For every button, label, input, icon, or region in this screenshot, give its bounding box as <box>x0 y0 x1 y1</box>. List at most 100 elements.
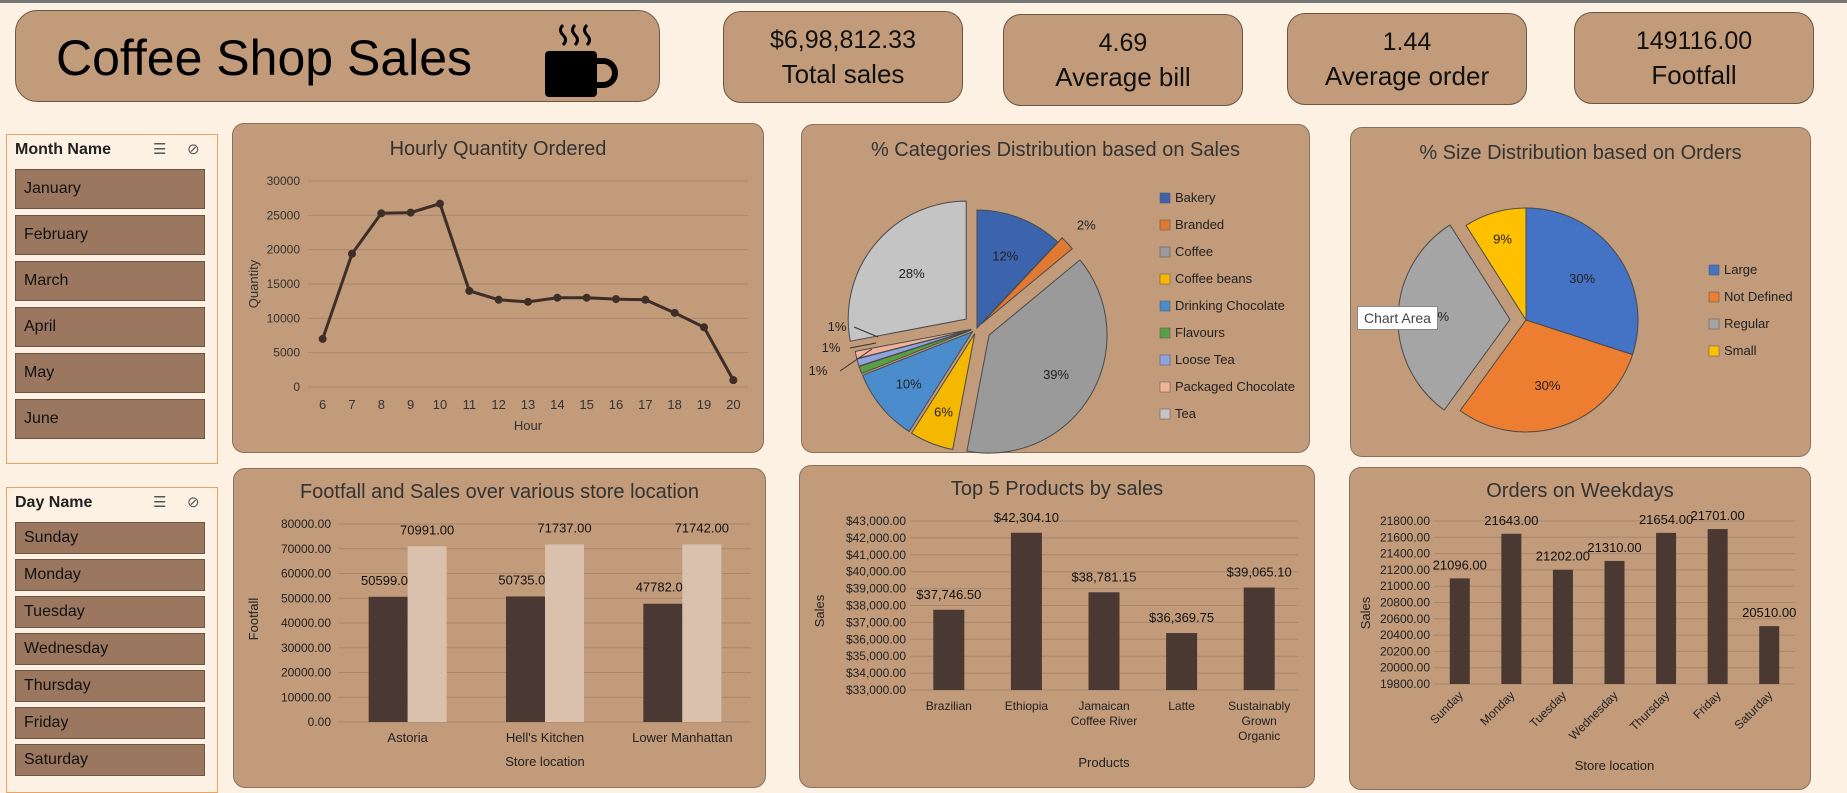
slice-label: 12% <box>992 249 1018 264</box>
kpi-value: 4.69 <box>1098 29 1148 57</box>
chart-title: % Size Distribution based on Orders <box>1419 142 1742 164</box>
bar <box>506 596 545 722</box>
bar-chart: 19800.00 20000.00 20200.00 20400.00 20600.00… <box>1358 508 1796 773</box>
chart-top-products[interactable]: Top 5 Products by sales $33,000.00 $34,00… <box>799 465 1315 788</box>
slice-label: 39% <box>1043 367 1069 382</box>
y-tick-label: 25000 <box>267 208 301 222</box>
slice-label: 1% <box>822 340 841 355</box>
slice-label: 30% <box>1569 271 1595 286</box>
bar <box>1759 626 1780 684</box>
slicer-item-friday[interactable]: Friday <box>15 707 205 739</box>
x-tick-label: Jamaican Coffee River <box>1071 699 1137 728</box>
slicer-item-monday[interactable]: Monday <box>15 559 205 591</box>
bar <box>1166 633 1198 690</box>
slicer-item-wednesday[interactable]: Wednesday <box>15 633 205 665</box>
legend-label: Coffee beans <box>1175 271 1253 286</box>
multi-select-icon[interactable]: ☰ <box>153 494 167 511</box>
x-tick-label: 20 <box>726 397 740 412</box>
leader-line <box>849 342 877 349</box>
y-tick-label: 20000.00 <box>281 666 331 680</box>
y-tick-label: 10000 <box>267 311 301 325</box>
y-tick-label: 50000.00 <box>281 591 331 605</box>
slicer-item-june[interactable]: June <box>15 399 205 439</box>
slicer-item-february[interactable]: February <box>15 215 205 255</box>
clear-filter-icon[interactable]: ⊘ <box>187 494 200 511</box>
y-tick-label: 15000 <box>267 277 301 291</box>
slicer-item-saturday[interactable]: Saturday <box>15 744 205 776</box>
data-label: $38,781.15 <box>1071 569 1136 584</box>
slicer-item-may[interactable]: May <box>15 353 205 393</box>
y-tick-label: 80000.00 <box>281 517 331 531</box>
chart-orders-weekdays[interactable]: Orders on Weekdays 19800.00 20000.00 20200… <box>1349 467 1811 790</box>
x-tick-label: Latte <box>1168 699 1195 713</box>
x-tick-label: 19 <box>697 397 711 412</box>
data-point <box>318 334 327 343</box>
legend-label: Bakery <box>1175 190 1216 205</box>
chart-area-tooltip: Chart Area <box>1357 306 1438 330</box>
legend-label: Loose Tea <box>1175 352 1236 367</box>
x-tick-label: Astoria <box>387 730 428 745</box>
slicer-item-march[interactable]: March <box>15 261 205 301</box>
multi-select-icon[interactable]: ☰ <box>153 141 167 158</box>
x-tick-label: Sustainably Grown Organic <box>1228 699 1290 743</box>
data-label: 50735.00 <box>498 572 552 587</box>
chart-size-distribution[interactable]: % Size Distribution based on Orders 30% 3… <box>1350 127 1811 457</box>
data-point <box>377 209 386 218</box>
pie-slice <box>966 259 1108 454</box>
y-tick-label: 30000.00 <box>281 641 331 655</box>
slicer-item-thursday[interactable]: Thursday <box>15 670 205 702</box>
data-label: 20510.00 <box>1742 605 1796 620</box>
legend-swatch <box>1159 273 1171 285</box>
data-point <box>524 297 532 306</box>
slicer-item-january[interactable]: January <box>15 169 205 209</box>
x-tick-label: Saturday <box>1731 688 1775 732</box>
chart-hourly-quantity[interactable]: Hourly Quantity Ordered 0 5000 10000 15000 2… <box>232 123 764 453</box>
x-tick-label: 8 <box>378 397 385 412</box>
y-tick-label: $38,000.00 <box>846 599 906 613</box>
legend-swatch <box>1159 381 1171 393</box>
slicer-title: Month Name <box>15 141 111 158</box>
y-tick-label: 21200.00 <box>1380 563 1430 577</box>
x-tick-label: Thursday <box>1627 688 1672 733</box>
y-tick-label: $40,000.00 <box>846 565 906 579</box>
dashboard-title-box: Coffee Shop Sales <box>15 10 660 102</box>
slicer-item-tuesday[interactable]: Tuesday <box>15 596 205 628</box>
data-point <box>582 293 591 302</box>
slicer-item-sunday[interactable]: Sunday <box>15 522 205 554</box>
y-tick-label: $42,000.00 <box>846 531 906 545</box>
bar <box>1243 587 1275 690</box>
kpi-value: $6,98,812.33 <box>770 26 916 54</box>
data-point <box>729 376 738 385</box>
y-tick-label: 20000 <box>267 243 301 257</box>
bar <box>407 546 447 722</box>
legend-label: Flavours <box>1175 325 1225 340</box>
slice-label: 28% <box>899 266 925 281</box>
y-tick-label: $41,000.00 <box>846 548 906 562</box>
kpi-average-bill: 4.69 Average bill <box>1003 14 1243 106</box>
x-tick-label: 13 <box>521 397 535 412</box>
sheet-column-strip <box>0 0 1847 3</box>
slicer-item-april[interactable]: April <box>15 307 205 347</box>
series-line <box>321 201 735 381</box>
bar <box>643 603 683 722</box>
legend-label: Regular <box>1724 316 1770 331</box>
x-axis-title: Store location <box>1575 758 1655 773</box>
chart-category-distribution[interactable]: % Categories Distribution based on Sales… <box>801 124 1310 454</box>
kpi-label: Average order <box>1324 61 1490 91</box>
legend-swatch <box>1708 318 1720 330</box>
legend-label: Packaged Chocolate <box>1175 379 1295 394</box>
bar <box>1010 532 1042 690</box>
legend-label: Small <box>1724 343 1757 358</box>
data-label: $39,065.10 <box>1227 564 1292 579</box>
chart-footfall-sales-location[interactable]: Footfall and Sales over various store lo… <box>233 468 766 788</box>
y-tick-label: 30000 <box>267 174 301 188</box>
legend-swatch <box>1159 219 1171 231</box>
y-tick-label: $35,000.00 <box>846 649 906 663</box>
y-tick-label: 70000.00 <box>281 542 331 556</box>
pie-slice <box>847 200 967 342</box>
x-tick-label: 6 <box>319 397 326 412</box>
x-tick-label: Sunday <box>1427 688 1466 727</box>
clear-filter-icon[interactable]: ⊘ <box>187 141 200 158</box>
legend-swatch <box>1159 327 1171 339</box>
